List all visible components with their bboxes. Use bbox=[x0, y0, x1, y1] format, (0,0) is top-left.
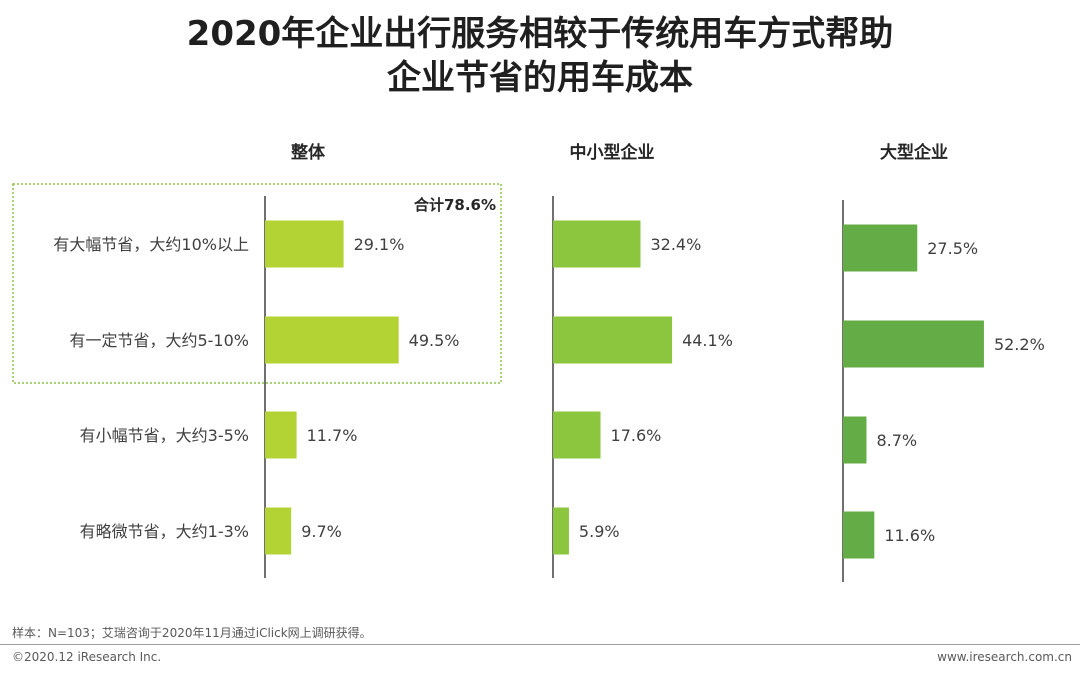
value-label-1-1: 44.1% bbox=[682, 331, 733, 350]
category-label-3: 有略微节省，大约1-3% bbox=[80, 522, 249, 541]
value-label-1-3: 5.9% bbox=[579, 522, 620, 541]
value-label-1-0: 32.4% bbox=[650, 235, 701, 254]
bar-1-3 bbox=[553, 507, 569, 555]
panel-title-2: 大型企业 bbox=[880, 142, 948, 163]
category-label-0: 有大幅节省，大约10%以上 bbox=[53, 235, 249, 254]
bar-2-0 bbox=[843, 224, 918, 272]
value-label-0-1: 49.5% bbox=[409, 331, 460, 350]
chart-title-line2: 企业节省的用车成本 bbox=[387, 58, 693, 98]
bar-0-0 bbox=[265, 220, 344, 268]
value-label-2-2: 8.7% bbox=[876, 431, 917, 450]
value-label-0-2: 11.7% bbox=[307, 426, 358, 445]
category-label-2: 有小幅节省，大约3-5% bbox=[80, 426, 249, 445]
bar-2-3 bbox=[843, 511, 875, 559]
bar-2-2 bbox=[843, 416, 867, 464]
bar-0-3 bbox=[265, 507, 292, 555]
website-link[interactable]: www.iresearch.com.cn bbox=[937, 650, 1072, 664]
value-label-1-2: 17.6% bbox=[611, 426, 662, 445]
value-label-2-3: 11.6% bbox=[884, 526, 935, 545]
bar-0-1 bbox=[265, 316, 399, 364]
sample-note: 样本：N=103；艾瑞咨询于2020年11月通过iClick网上调研获得。 bbox=[12, 626, 372, 640]
bar-chart: 整体 29.1% 49.5% 11.7% 9.7% 中小型企业 32.4% 44.1% 17.6… bbox=[12, 142, 1045, 582]
value-label-2-1: 52.2% bbox=[994, 335, 1045, 354]
footer-divider bbox=[0, 644, 1080, 645]
panel-title-1: 中小型企业 bbox=[570, 142, 655, 163]
total-annotation: 合计78.6% bbox=[413, 196, 496, 214]
copyright: ©2020.12 iResearch Inc. bbox=[12, 650, 162, 664]
bar-2-1 bbox=[843, 320, 984, 368]
value-label-0-0: 29.1% bbox=[354, 235, 405, 254]
category-label-1: 有一定节省，大约5-10% bbox=[69, 331, 249, 350]
bar-1-1 bbox=[553, 316, 673, 364]
value-label-0-3: 9.7% bbox=[301, 522, 342, 541]
highlight-box bbox=[12, 183, 502, 384]
chart-title: 2020年企业出行服务相较于传统用车方式帮助 企业节省的用车成本 bbox=[0, 12, 1080, 100]
chart-title-line1: 2020年企业出行服务相较于传统用车方式帮助 bbox=[186, 14, 894, 54]
panel-title-0: 整体 bbox=[291, 142, 326, 163]
value-label-2-0: 27.5% bbox=[927, 239, 978, 258]
bar-0-2 bbox=[265, 411, 297, 459]
bar-1-0 bbox=[553, 220, 641, 268]
bar-1-2 bbox=[553, 411, 601, 459]
